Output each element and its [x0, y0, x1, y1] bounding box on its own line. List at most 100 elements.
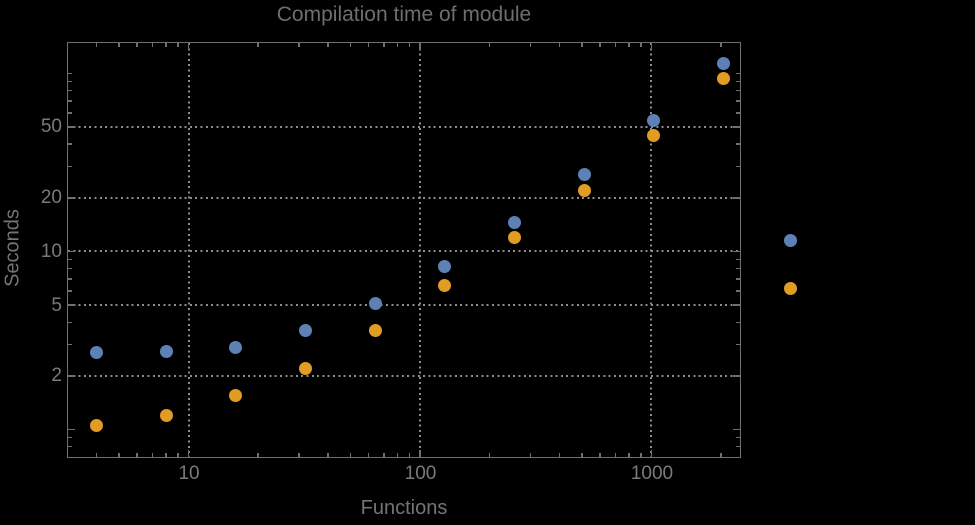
- y-tick-left-6: [67, 290, 72, 292]
- x-tick-top-300: [529, 42, 532, 47]
- series-2-orange-point-x32: [298, 361, 312, 375]
- series-2-orange-point-x128: [438, 279, 452, 293]
- series-2-orange-point-x8: [159, 408, 173, 422]
- y-tick-label-50: 50: [40, 116, 62, 138]
- y-tick-left-2: [67, 375, 75, 377]
- y-tick-right-2: [732, 375, 740, 377]
- y-tick-right-60: [735, 112, 740, 114]
- series-1-blue-point-x256: [508, 216, 521, 230]
- y-tick-left-0.8: [67, 445, 72, 448]
- gridline-y-10: [67, 250, 740, 253]
- series-2-orange-point-x1024: [647, 128, 661, 142]
- legend-marker-2: [783, 281, 797, 295]
- y-tick-right-10: [732, 250, 740, 253]
- chart-title: Compilation time of module: [276, 3, 532, 26]
- x-tick-bottom-7: [151, 452, 154, 457]
- x-tick-bottom-2000: [720, 452, 722, 457]
- x-tick-bottom-4: [95, 452, 98, 457]
- gridline-y-2: [67, 374, 740, 377]
- x-tick-bottom-600: [599, 452, 601, 457]
- series-2-orange-point-x256: [508, 230, 521, 244]
- series-1-blue-point-x128: [438, 260, 452, 274]
- gridline-y-20: [67, 196, 740, 199]
- y-tick-right-8: [735, 267, 740, 270]
- x-tick-bottom-8: [165, 452, 167, 457]
- y-tick-left-0.9: [67, 436, 72, 439]
- x-tick-bottom-6: [136, 452, 138, 457]
- x-tick-bottom-10: [187, 449, 190, 457]
- y-tick-left-40: [67, 143, 72, 145]
- series-1-blue-point-x2048: [717, 56, 731, 70]
- gridline-x-10: [187, 42, 190, 457]
- x-tick-top-70: [383, 42, 385, 47]
- x-tick-top-8: [165, 42, 167, 47]
- series-2-orange-point-x512: [577, 183, 591, 197]
- y-tick-right-80: [735, 89, 740, 92]
- y-tick-right-6: [735, 290, 740, 292]
- x-tick-bottom-1000: [650, 449, 653, 457]
- x-tick-bottom-90: [408, 452, 411, 457]
- gridline-y-50: [67, 125, 740, 128]
- x-tick-top-1000: [650, 42, 653, 50]
- x-tick-bottom-40: [327, 452, 329, 457]
- x-tick-label-10: 10: [178, 463, 200, 484]
- y-tick-right-70: [735, 100, 740, 102]
- y-tick-right-0.8: [735, 445, 740, 448]
- y-tick-right-30: [735, 165, 740, 168]
- y-tick-right-50: [732, 126, 740, 128]
- x-tick-bottom-400: [558, 452, 561, 457]
- y-tick-left-50: [67, 126, 75, 128]
- x-tick-top-900: [640, 42, 642, 47]
- y-tick-left-8: [67, 267, 72, 270]
- y-tick-right-0.9: [735, 436, 740, 439]
- x-tick-top-90: [408, 42, 411, 47]
- x-tick-top-6: [136, 42, 138, 47]
- series-1-blue-point-x32: [298, 323, 312, 337]
- y-tick-right-7: [735, 278, 740, 280]
- y-tick-left-10: [67, 250, 75, 253]
- y-tick-label-5: 5: [51, 294, 62, 316]
- x-tick-top-100: [419, 42, 421, 50]
- x-tick-bottom-5: [118, 452, 120, 457]
- y-tick-right-100: [735, 72, 740, 75]
- x-tick-top-700: [614, 42, 617, 47]
- x-tick-top-50: [349, 42, 352, 47]
- x-tick-label-100: 100: [404, 463, 437, 484]
- y-tick-right-3: [735, 343, 740, 346]
- y-tick-left-5: [67, 304, 75, 306]
- x-tick-bottom-80: [396, 452, 399, 457]
- y-tick-right-9: [735, 258, 740, 261]
- x-tick-top-9: [177, 42, 179, 47]
- x-tick-top-40: [327, 42, 329, 47]
- y-tick-right-5: [732, 304, 740, 306]
- series-1-blue-point-x8: [159, 344, 173, 358]
- y-tick-right-4: [735, 321, 740, 323]
- y-tick-right-40: [735, 143, 740, 145]
- x-tick-top-400: [558, 42, 561, 47]
- series-1-blue-point-x64: [368, 296, 382, 310]
- y-tick-left-4: [67, 321, 72, 323]
- x-tick-bottom-30: [298, 452, 300, 457]
- x-tick-bottom-70: [383, 452, 385, 457]
- gridline-y-5: [67, 304, 740, 306]
- series-2-orange-point-x2048: [717, 71, 731, 85]
- series-1-blue-point-x16: [229, 340, 243, 354]
- y-tick-left-90: [67, 80, 72, 83]
- x-tick-bottom-60: [367, 452, 370, 457]
- gridline-x-100: [419, 42, 421, 457]
- y-tick-left-70: [67, 100, 72, 102]
- y-tick-left-3: [67, 343, 72, 346]
- y-tick-left-9: [67, 258, 72, 261]
- series-1-blue-point-x1024: [647, 114, 661, 128]
- x-tick-top-2000: [720, 42, 722, 47]
- y-tick-left-80: [67, 89, 72, 92]
- series-2-orange-point-x64: [368, 323, 382, 337]
- x-tick-top-30: [298, 42, 300, 47]
- legend-marker-1: [783, 233, 797, 247]
- y-tick-left-100: [67, 72, 72, 75]
- x-tick-bottom-900: [640, 452, 642, 457]
- y-tick-left-7: [67, 278, 72, 280]
- y-tick-right-20: [732, 197, 740, 199]
- x-axis-label: Functions: [360, 497, 448, 519]
